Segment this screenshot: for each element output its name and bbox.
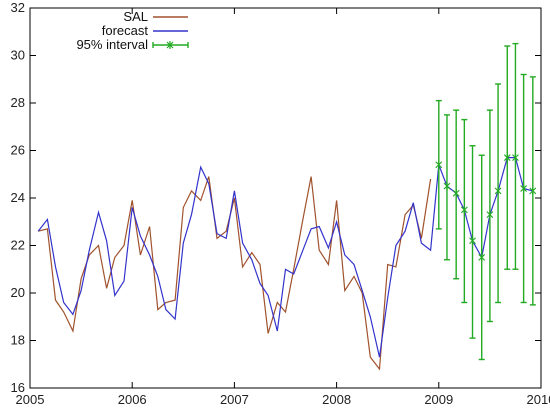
series-line-sal — [38, 176, 432, 371]
interval-point-marker — [520, 184, 528, 193]
y-tick-label: 22 — [11, 238, 25, 253]
interval-point-marker — [469, 236, 476, 245]
x-tick-label: 2008 — [322, 392, 351, 407]
interval-point-marker — [529, 186, 537, 195]
interval-bar — [494, 83, 502, 304]
interval-bars — [435, 42, 537, 361]
interval-bar — [460, 118, 468, 304]
y-tick-label: 18 — [11, 333, 25, 348]
x-tick-label: 2009 — [424, 392, 453, 407]
interval-bar — [503, 45, 511, 270]
interval-bar — [529, 76, 537, 306]
x-tick-label: 2007 — [220, 392, 249, 407]
y-tick-label: 26 — [11, 143, 25, 158]
y-tick-label: 32 — [11, 0, 25, 15]
interval-bar — [520, 73, 528, 304]
y-tick-label: 28 — [11, 95, 25, 110]
y-tick-label: 30 — [11, 48, 25, 63]
legend-label: SAL — [123, 9, 148, 24]
interval-point-marker — [435, 160, 443, 169]
interval-point-marker — [478, 253, 486, 262]
interval-bar — [486, 109, 494, 323]
interval-bar — [478, 154, 486, 361]
axis-ticks: 2005 2006 2007 2008 2009 2010 16 18 20 22 24 26 28 30… — [11, 0, 550, 407]
interval-point-marker — [486, 210, 494, 219]
legend-item: forecast — [102, 23, 188, 38]
interval-point-marker — [443, 182, 451, 191]
interval-point-marker — [494, 186, 502, 195]
interval-bar — [443, 114, 451, 261]
interval-bar — [512, 42, 519, 270]
y-tick-label: 20 — [11, 285, 25, 300]
x-tick-label: 2010 — [527, 392, 550, 407]
legend-item: SAL — [123, 9, 188, 24]
legend-item: 95% interval — [76, 37, 189, 52]
x-tick-label: 2006 — [118, 392, 147, 407]
x-tick-label: 2005 — [16, 392, 45, 407]
series-line-forecast — [37, 157, 533, 358]
interval-point-marker — [452, 189, 460, 198]
interval-point-marker — [512, 153, 519, 162]
interval-bar — [435, 99, 443, 230]
y-tick-label: 16 — [11, 380, 25, 395]
y-tick-label: 24 — [11, 190, 25, 205]
legend-label: 95% interval — [76, 37, 148, 52]
series-lines — [37, 157, 533, 371]
interval-bar — [452, 109, 460, 280]
interval-point-marker — [503, 153, 511, 162]
interval-point-marker — [460, 205, 468, 214]
interval-bar — [469, 145, 476, 339]
legend-label: forecast — [102, 23, 149, 38]
